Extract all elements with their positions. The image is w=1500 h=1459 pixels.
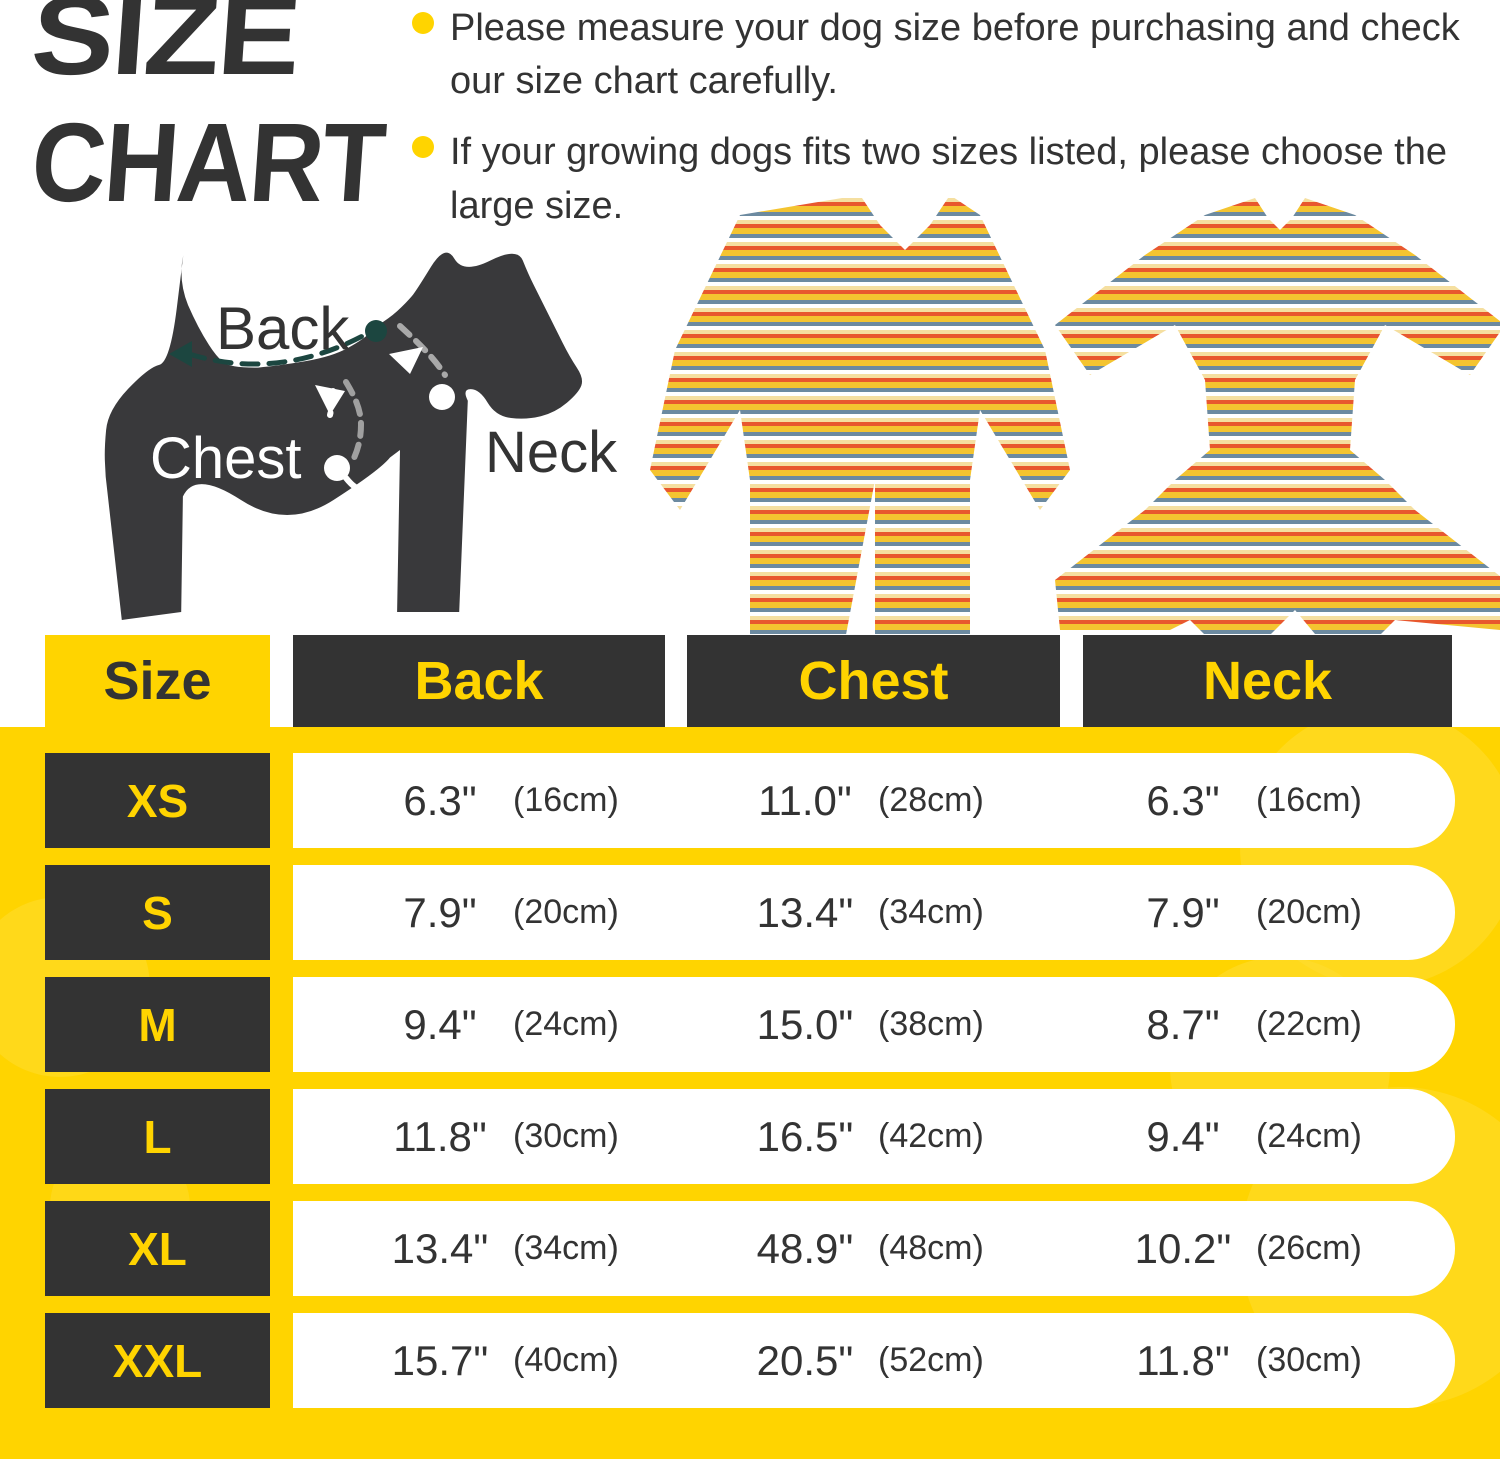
svg-text:Neck: Neck	[485, 420, 618, 485]
svg-text:Back: Back	[216, 295, 350, 362]
svg-text:Chest: Chest	[150, 426, 302, 491]
